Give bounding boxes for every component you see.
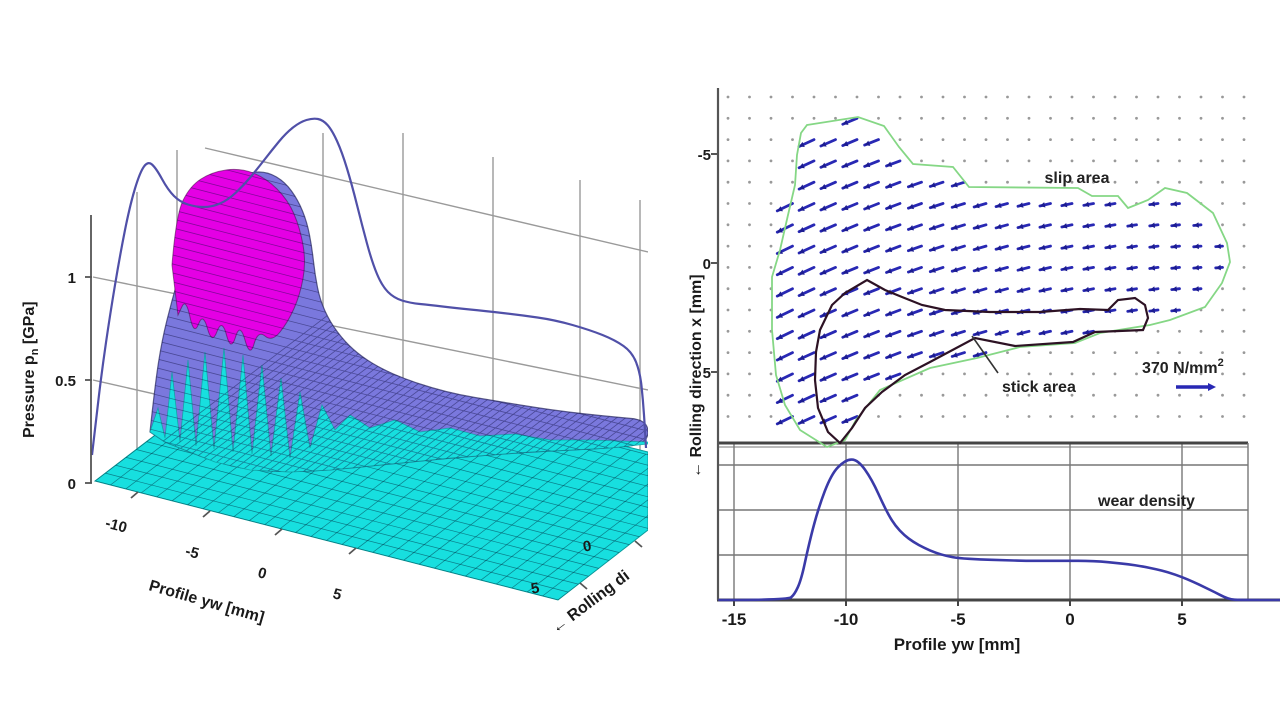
rd-tick-5: 5 <box>703 365 711 382</box>
slip-area-label: slip area <box>1045 170 1110 187</box>
rd-tick-m5: -5 <box>698 147 711 164</box>
contact-patch-plots <box>711 88 1280 606</box>
yw-tick-m15: -15 <box>722 610 747 629</box>
y-tick-5: 5 <box>530 579 541 597</box>
z-tick-05: 0.5 <box>55 373 76 390</box>
x-tick-m10: -10 <box>103 515 128 537</box>
profile-yw-axis-label: Profile yw [mm] <box>894 635 1021 654</box>
yw-tick-m5: -5 <box>950 610 965 629</box>
contact-plot-labels: ← Rolling direction x [mm] -5 0 5 slip a… <box>688 147 1224 654</box>
legend-370-label: 370 N/mm2 <box>1142 357 1224 377</box>
yw-tick-m10: -10 <box>834 610 859 629</box>
wear-density-label: wear density <box>1097 493 1195 510</box>
rolling-direction-axis-label: ← Rolling direction x [mm] <box>688 274 705 478</box>
z-tick-1: 1 <box>68 270 76 287</box>
x-tick-m5: -5 <box>184 543 201 563</box>
yw-tick-0: 0 <box>1065 610 1074 629</box>
rd-tick-0: 0 <box>703 256 711 273</box>
x-tick-5: 5 <box>331 585 343 604</box>
y-tick-0: 0 <box>582 537 593 555</box>
stick-area-label: stick area <box>1002 379 1076 396</box>
yw-tick-5: 5 <box>1177 610 1186 629</box>
x-tick-0: 0 <box>256 564 268 583</box>
z-axis-label: Pressure pn [GPa] <box>21 301 41 438</box>
x-axis-label: Profile yw [mm] <box>147 578 266 627</box>
z-tick-0: 0 <box>68 476 76 493</box>
